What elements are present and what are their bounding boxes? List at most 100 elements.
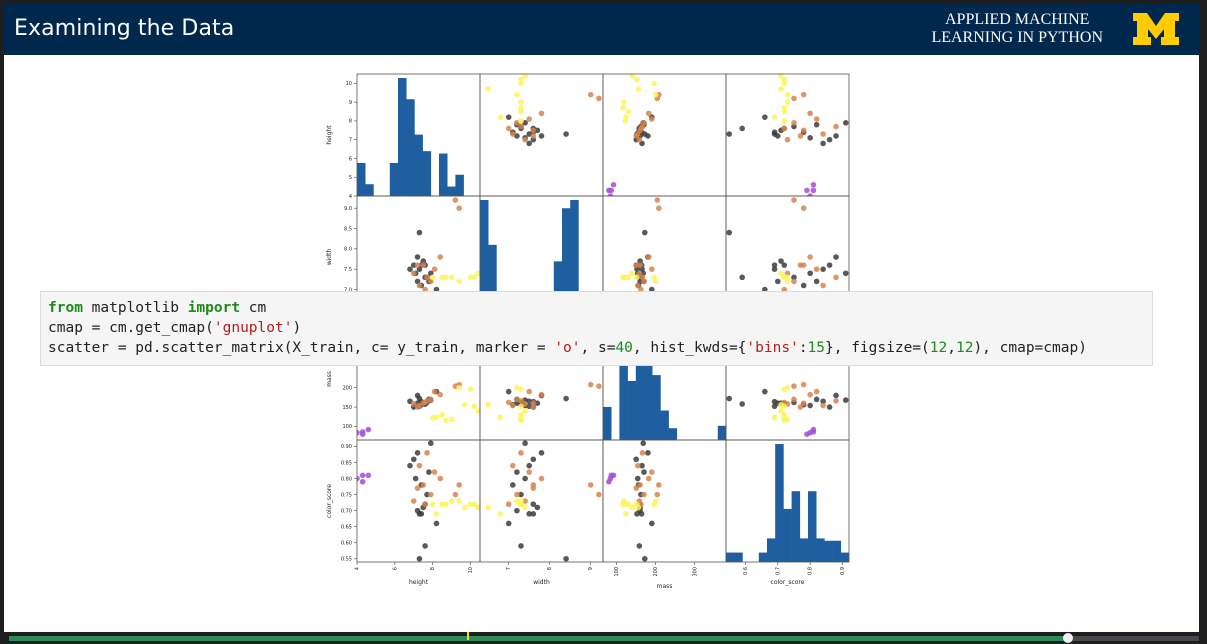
data-point (654, 197, 661, 203)
histogram-bar (619, 343, 628, 440)
data-point (762, 114, 768, 120)
data-point (505, 114, 512, 120)
data-point (807, 254, 813, 260)
x-tick-label: 0.7 (775, 567, 781, 575)
histogram-bar (562, 208, 571, 318)
data-point (429, 274, 436, 281)
histogram-bar (406, 99, 415, 196)
data-point (431, 388, 438, 395)
data-point (428, 491, 434, 498)
x-tick-label: 10 (468, 567, 474, 573)
data-point (810, 181, 817, 188)
y-tick-label: 0.90 (341, 444, 352, 450)
x-tick-label: 300 (692, 567, 698, 577)
data-point (505, 501, 512, 508)
y-axis-label: color_score (326, 484, 333, 518)
data-point (641, 469, 647, 475)
data-point (639, 450, 646, 456)
data-point (530, 456, 537, 463)
histogram-bar (832, 540, 842, 562)
data-point (633, 485, 639, 491)
data-point (651, 501, 657, 508)
data-point (778, 270, 784, 277)
code-text: ) (292, 320, 302, 336)
data-point (416, 229, 423, 236)
data-point (771, 414, 778, 420)
data-point (510, 482, 516, 488)
code-text: : (798, 340, 808, 356)
data-point (410, 456, 417, 463)
data-point (469, 431, 475, 437)
data-point (514, 469, 520, 475)
y-tick-label: 10 (346, 81, 352, 87)
data-point (636, 270, 643, 277)
data-point (634, 274, 640, 281)
data-point (467, 501, 474, 508)
histogram-bar (791, 491, 801, 562)
data-point (634, 462, 641, 469)
subplot-height-vs-width (479, 73, 604, 197)
data-point (433, 286, 440, 293)
y-tick-label: 200 (342, 386, 352, 392)
data-point (820, 398, 826, 405)
data-point (781, 125, 788, 132)
code-number: 12 (955, 340, 974, 356)
y-tick-label: 0.75 (341, 492, 352, 498)
y-tick-label: 8.0 (344, 247, 352, 253)
data-point (781, 386, 788, 393)
video-slide: Examining the Data APPLIED MACHINE LEARN… (4, 4, 1199, 632)
data-point (518, 491, 524, 498)
data-point (357, 475, 360, 482)
data-point (620, 501, 626, 508)
data-point (656, 205, 662, 211)
data-point (526, 140, 532, 147)
data-point (530, 133, 537, 139)
data-point (510, 131, 516, 137)
data-point (771, 398, 778, 405)
video-scrubber-handle[interactable] (1063, 633, 1074, 643)
data-point (416, 555, 423, 562)
data-point (636, 136, 643, 143)
x-axis-label: color_score (771, 579, 805, 586)
data-point (461, 430, 467, 436)
histogram-bar (816, 538, 825, 562)
code-text: cm (240, 300, 267, 316)
data-point (431, 469, 438, 475)
data-point (640, 440, 647, 447)
histogram-bar (767, 538, 776, 562)
data-point (641, 491, 647, 498)
data-point (416, 462, 423, 469)
data-point (587, 381, 594, 388)
histogram-bar (824, 540, 833, 562)
data-point (800, 400, 807, 407)
histogram-bar (422, 151, 432, 196)
data-point (649, 520, 655, 527)
x-tick-label: 6 (392, 567, 398, 570)
data-point (610, 181, 617, 188)
data-point (833, 392, 839, 399)
data-point (456, 498, 462, 504)
histogram-bar (365, 184, 374, 196)
histogram-bar (668, 428, 678, 440)
data-point (800, 91, 807, 98)
data-point (804, 187, 810, 194)
data-point (620, 274, 626, 281)
data-point (469, 479, 475, 485)
video-chapter-marker[interactable] (467, 632, 470, 640)
data-point (656, 482, 662, 488)
data-point (412, 475, 419, 482)
data-point (471, 403, 478, 410)
data-point (620, 99, 627, 105)
subplot-frame (725, 439, 850, 563)
data-point (791, 396, 797, 403)
data-point (538, 133, 545, 139)
x-axis-label: width (533, 579, 550, 586)
data-point (457, 473, 463, 479)
data-point (807, 391, 813, 398)
data-point (826, 136, 833, 143)
data-point (629, 74, 636, 79)
histogram-bar (389, 162, 399, 196)
data-point (641, 555, 648, 562)
data-point (410, 270, 417, 277)
data-point (475, 408, 480, 414)
